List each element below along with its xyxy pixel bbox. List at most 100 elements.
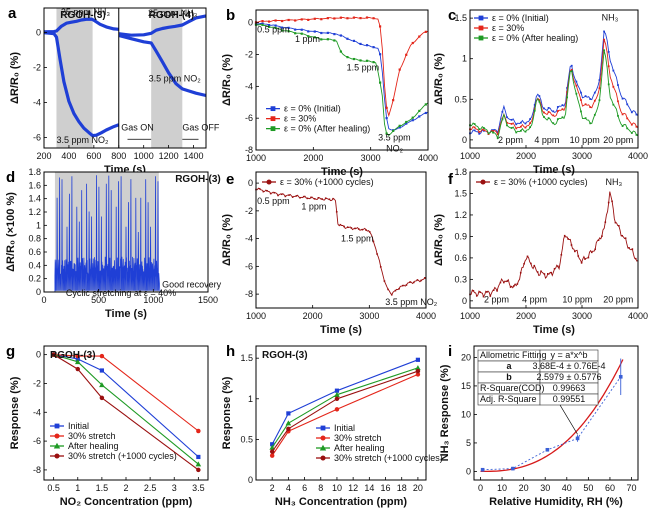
x-tick-label: 12: [348, 483, 358, 493]
data-point: [372, 240, 375, 243]
x-tick-label: 4000: [418, 153, 438, 163]
data-point: [339, 50, 343, 53]
data-point: [53, 442, 61, 449]
y-tick-label: 0.4: [28, 260, 41, 270]
data-point: [266, 189, 268, 192]
annotation: 3.5 ppm NO₂: [385, 297, 438, 307]
data-point: [472, 289, 475, 292]
data-point: [313, 36, 316, 39]
x-axis-label: Relative Humidity, RH (%): [489, 496, 623, 508]
y-tick-label: 0: [248, 18, 253, 28]
x-tick-label: 1.5: [96, 483, 109, 493]
data-point: [261, 22, 264, 25]
x-axis-label: NH₃ Concentration (ppm): [275, 496, 408, 508]
data-point: [492, 130, 495, 132]
data-point: [612, 69, 615, 72]
data-point: [538, 95, 541, 97]
data-point: [580, 261, 583, 264]
data-point: [603, 38, 605, 41]
data-point: [75, 356, 80, 362]
data-point: [307, 18, 310, 21]
data-point: [261, 20, 264, 23]
data-point: [529, 122, 532, 125]
data-point: [54, 423, 60, 429]
data-point: [357, 228, 360, 230]
data-point: [510, 118, 513, 121]
x-tick-label: 1000: [460, 311, 480, 321]
data-point: [501, 110, 504, 113]
data-point: [379, 25, 382, 28]
series-line: [255, 24, 429, 136]
data-point: [575, 92, 578, 95]
data-point: [566, 87, 569, 89]
x-axis-label: NO₂ Concentration (ppm): [60, 496, 193, 508]
series-line: [271, 359, 419, 445]
data-point: [587, 256, 590, 259]
data-point: [545, 447, 550, 452]
series-line: [469, 30, 639, 135]
data-point: [334, 407, 340, 412]
data-point: [416, 279, 419, 281]
legend-label: ε = 0% (Initial): [492, 13, 549, 23]
data-point: [513, 285, 515, 287]
data-point: [570, 70, 573, 73]
data-point: [635, 125, 638, 128]
data-point: [567, 238, 569, 240]
panel-label: i: [448, 343, 452, 360]
data-point: [556, 118, 559, 121]
data-point: [281, 19, 284, 23]
y-tick-label: 0: [36, 28, 41, 38]
y-axis-label: ΔR/R₀ (%): [433, 53, 445, 105]
annotation: 25 ppm NH₃: [148, 8, 198, 18]
y-tick-label: -4: [33, 98, 41, 108]
x-tick-label: 1000: [143, 295, 163, 305]
plot-frame: [255, 171, 427, 309]
data-point: [634, 257, 637, 260]
plot-frame: [469, 9, 639, 149]
data-point: [398, 68, 401, 71]
y-tick-label: 10: [461, 409, 471, 419]
x-tick-label: 2: [270, 483, 275, 493]
fit-table-value: 2.5979 ± 0.5776: [537, 372, 602, 382]
data-point: [405, 122, 408, 125]
data-point: [99, 395, 105, 401]
data-point: [418, 109, 421, 113]
data-point: [274, 19, 277, 22]
data-point: [295, 195, 298, 197]
plot-frame: [43, 171, 209, 293]
data-point: [598, 79, 601, 81]
fit-table-label: b: [506, 372, 512, 382]
data-point: [550, 271, 552, 274]
data-point: [604, 221, 607, 224]
data-point: [394, 289, 397, 292]
data-point: [387, 288, 389, 291]
data-point: [350, 227, 353, 229]
data-point: [320, 455, 326, 461]
data-point: [511, 466, 515, 471]
data-point: [418, 115, 421, 118]
data-point: [415, 365, 421, 371]
plot-frame: [43, 7, 207, 149]
data-point: [352, 57, 356, 61]
data-point: [624, 237, 627, 239]
data-point: [379, 266, 382, 268]
legend-label: Initial: [68, 421, 89, 431]
x-tick-label: 14: [364, 483, 374, 493]
data-point: [196, 454, 201, 460]
data-point: [420, 279, 422, 282]
data-point: [584, 95, 587, 98]
data-point: [516, 283, 519, 285]
y-tick-label: 0: [36, 287, 41, 297]
data-point: [300, 28, 303, 31]
data-point: [533, 103, 536, 106]
y-tick-label: -4: [245, 234, 253, 244]
data-point: [486, 291, 488, 293]
annotation: NH₃: [606, 177, 623, 187]
data-point: [294, 28, 297, 31]
x-tick-label: 3000: [361, 153, 381, 163]
x-tick-label: 10: [497, 483, 507, 493]
data-point: [523, 262, 525, 265]
data-point: [552, 110, 555, 113]
data-point: [612, 103, 615, 106]
y-tick-label: 20: [461, 352, 471, 362]
